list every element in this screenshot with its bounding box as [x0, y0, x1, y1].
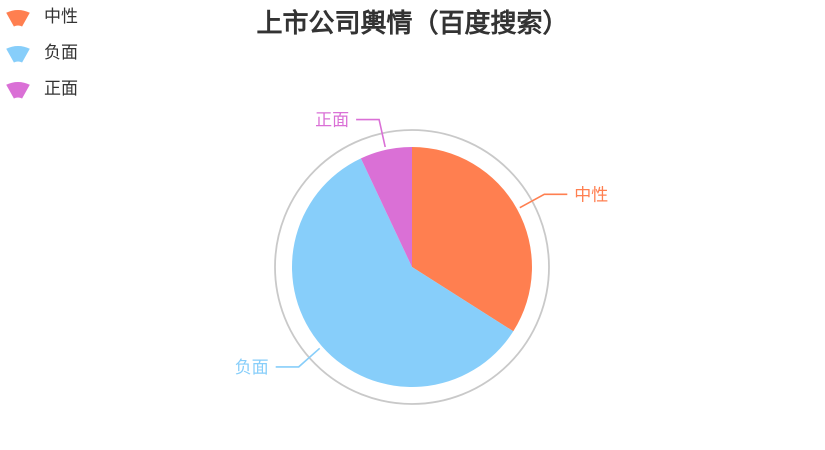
pie-slices [291, 146, 532, 387]
label-line-positive [356, 118, 386, 148]
legend-item-negative[interactable]: 负面 [3, 42, 78, 64]
pie-label-positive: 正面 [315, 111, 349, 130]
label-line-negative [275, 347, 321, 368]
legend-label: 中性 [44, 7, 78, 26]
pie-fan-icon [6, 9, 30, 27]
pie-label-neutral: 中性 [574, 185, 608, 204]
pie-slice-neutral[interactable] [412, 147, 532, 332]
legend: 中性 负面 正面 [3, 6, 78, 100]
outer-ring-decoration [274, 129, 550, 405]
pie-label-negative: 负面 [235, 358, 269, 377]
label-line-neutral [519, 193, 568, 209]
pie-fan-icon [6, 45, 30, 63]
pie-slice-negative[interactable] [291, 158, 514, 387]
legend-item-neutral[interactable]: 中性 [3, 6, 78, 28]
legend-label: 正面 [44, 79, 78, 98]
chart-title: 上市公司輿情（百度搜索） [256, 8, 569, 38]
pie-fan-icon [6, 81, 30, 99]
legend-item-positive[interactable]: 正面 [3, 78, 78, 100]
legend-label: 负面 [44, 43, 78, 62]
pie-slice-positive[interactable] [360, 146, 412, 267]
